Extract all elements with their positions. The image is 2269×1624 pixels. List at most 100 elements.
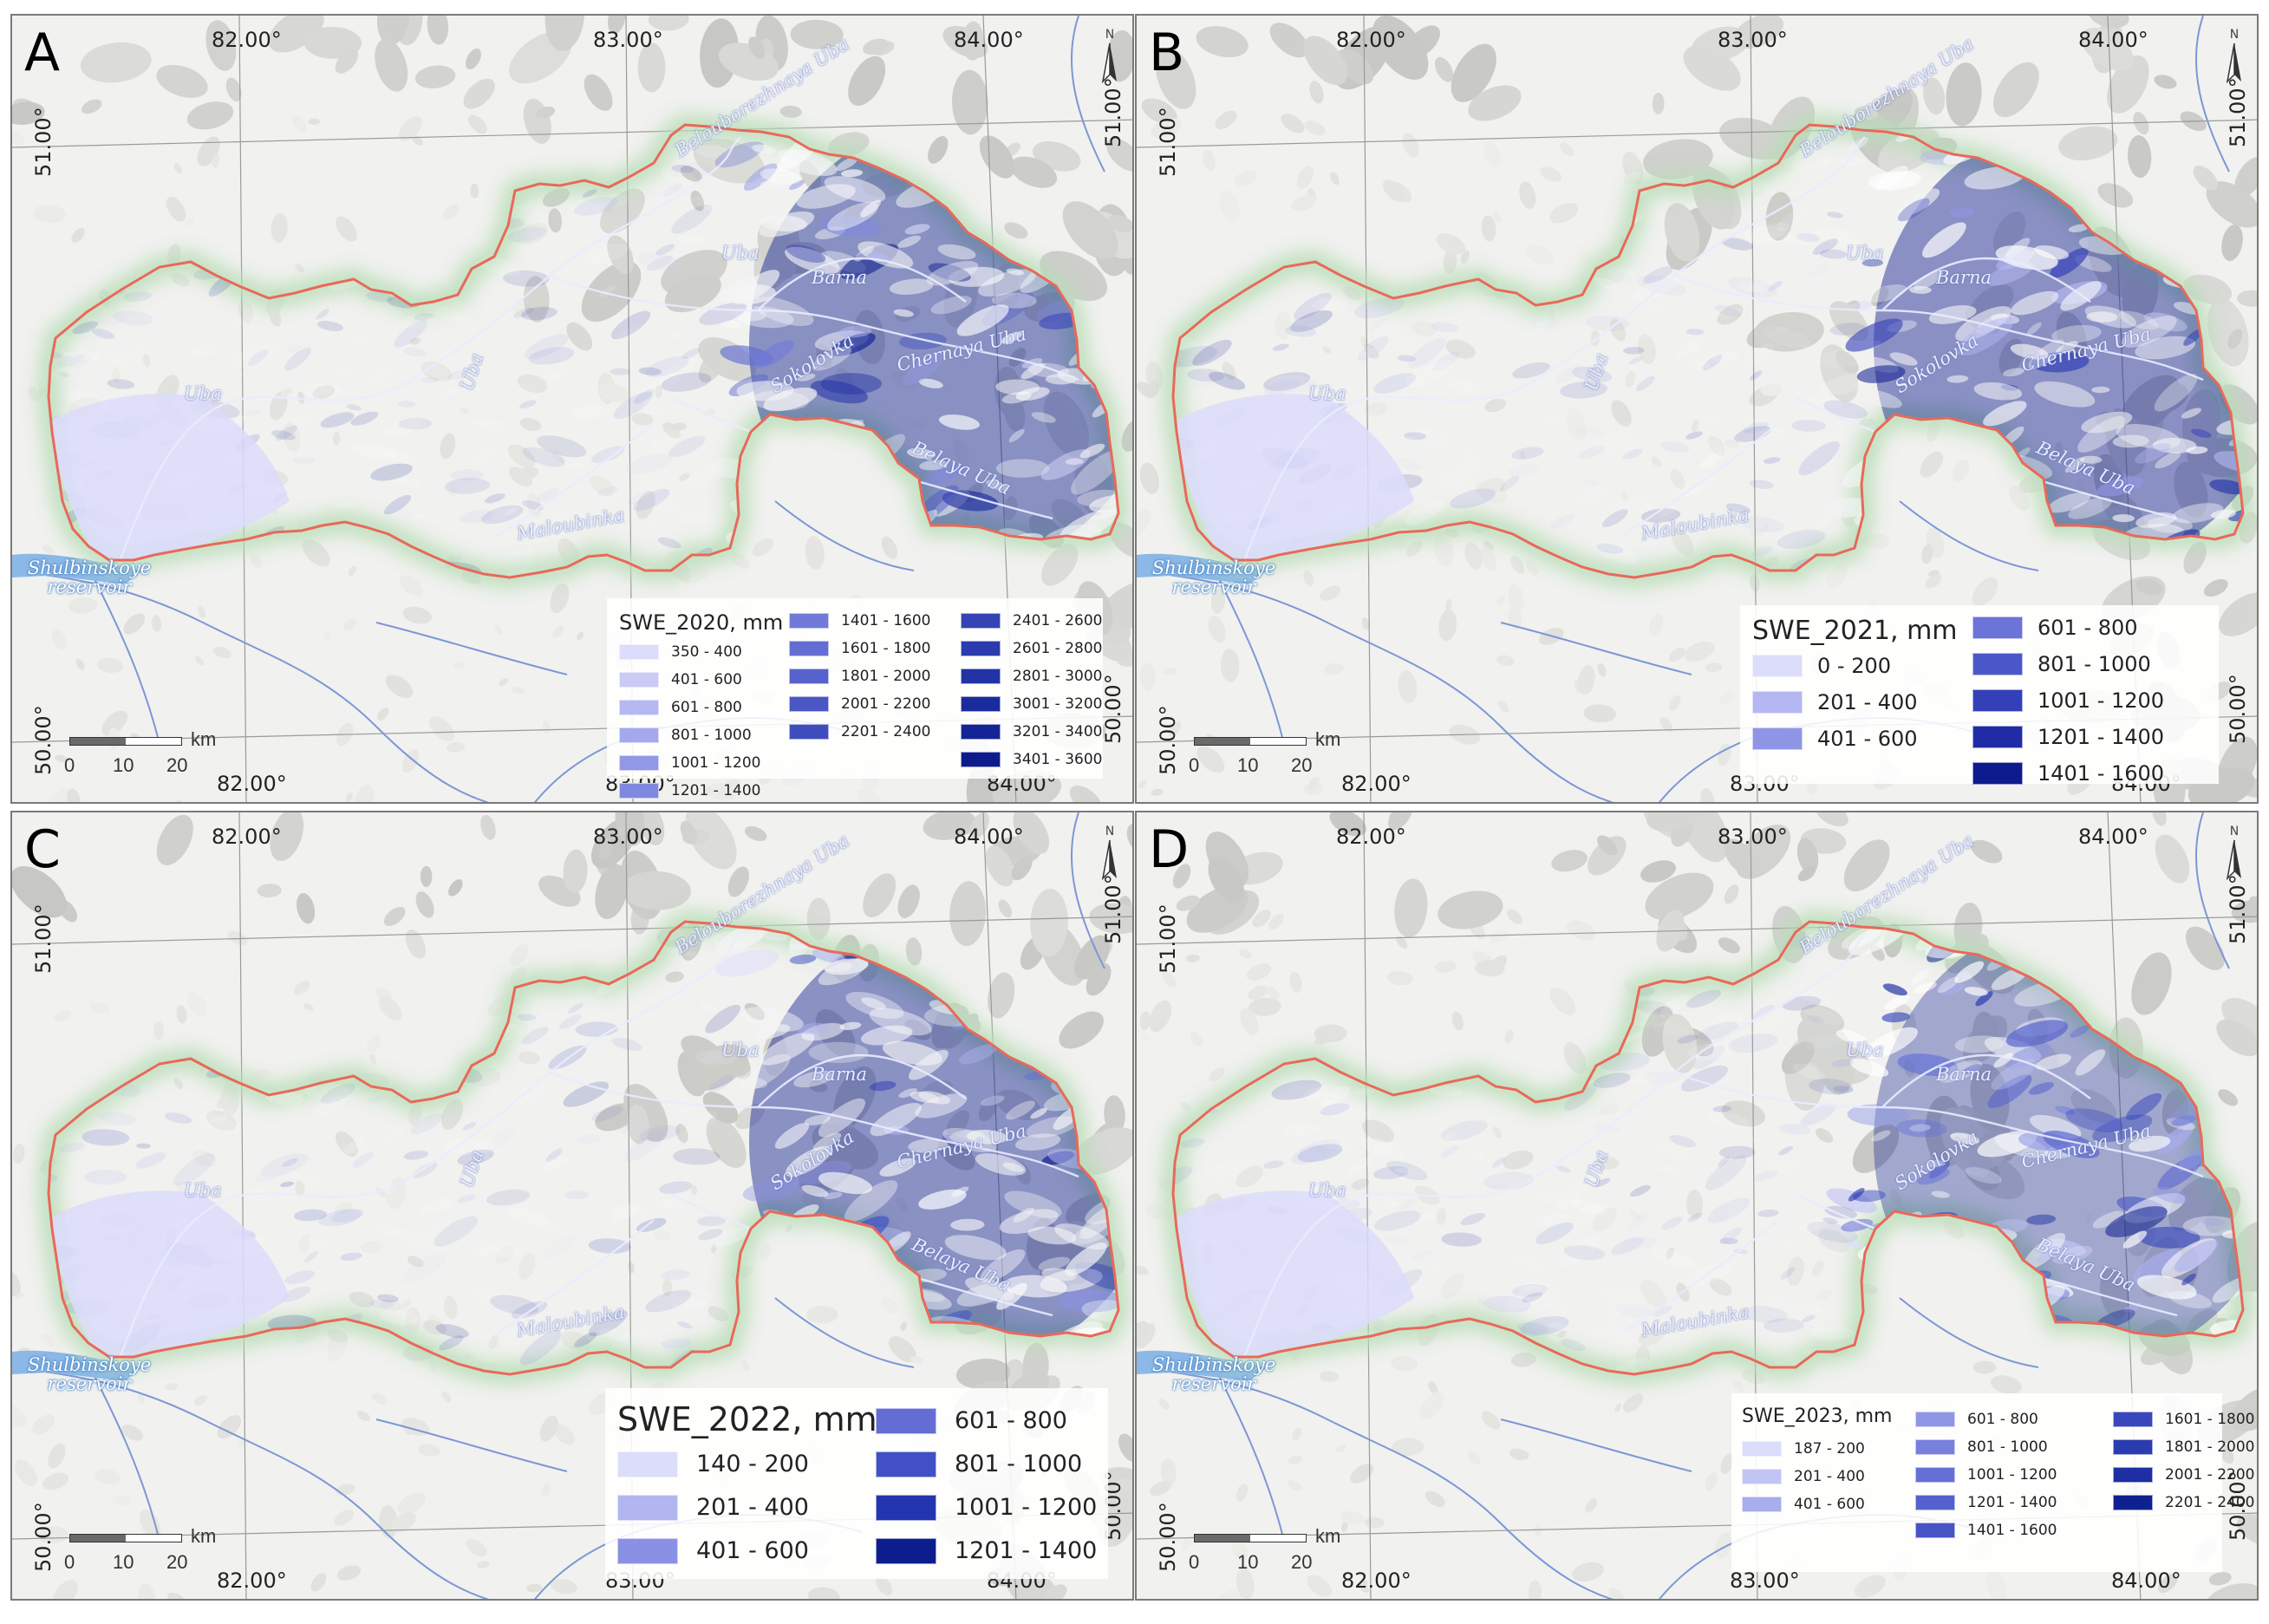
legend-item: 1201 - 1400 [1972,725,2164,749]
basin-boundary [47,123,1120,579]
reservoir-shape [1137,1350,1267,1381]
legend-label: 401 - 600 [671,671,742,688]
legend-label: 601 - 800 [955,1407,1067,1434]
legend: SWE_2020, mm 350 - 400 401 - 600 601 - 800 8… [607,598,1103,799]
river-label-barna: Barna [1936,1064,1992,1085]
lon-label-bottom-1: 82.00° [1341,772,1412,796]
legend-item: 1401 - 1600 [1915,1522,2057,1539]
basin-boundary [1171,920,2245,1376]
river-label-uba-north: Uba [721,1040,760,1060]
legend-label: 2201 - 2400 [841,723,931,740]
legend-title: SWE_2020, mm [619,610,784,635]
lon-label-top-3: 84.00° [2078,28,2148,52]
legend-item: 3001 - 3200 [961,695,1102,713]
lat-label-right-top: 51.00° [1101,77,1125,147]
legend-swatch [876,1451,936,1477]
legend-item: 2401 - 2600 [961,612,1102,629]
lon-label-bottom-2: 83.00° [1730,1569,1800,1593]
legend-label: 2601 - 2800 [1013,640,1103,657]
legend-item: 1201 - 1400 [619,782,760,799]
legend-swatch [961,752,1001,767]
scale-tick-0: 0 [64,1551,75,1573]
legend-label: 801 - 1000 [1967,1438,2048,1456]
map-panel-d: D 82.00° 83.00° 84.00° 82.00° 83.00° 84.… [1135,811,2259,1601]
legend-item: 601 - 800 [1915,1411,2038,1428]
legend: SWE_2022, mm 140 - 200 201 - 400 401 - 600 6… [605,1388,1108,1579]
legend-swatch [789,613,829,629]
legend-swatch [619,783,659,799]
river-label-uba-north: Uba [721,243,760,264]
legend-title: SWE_2021, mm [1752,616,1958,646]
legend-swatch [617,1537,678,1564]
scale-tick-20: 20 [166,1551,188,1573]
scale-bar: km 0 10 20 [1180,728,1405,779]
legend-swatch [961,696,1001,712]
legend-item: 1601 - 1800 [2113,1411,2254,1428]
lat-label-right-top: 51.00° [1101,874,1125,944]
lon-label-top-2: 83.00° [1718,28,1788,52]
legend-item: 1001 - 1200 [876,1494,1097,1521]
legend-swatch [961,724,1001,740]
legend-label: 1201 - 1400 [955,1537,1098,1564]
north-letter: N [1105,825,1114,838]
lat-label-left-top: 51.00° [31,903,55,974]
legend-label: 401 - 600 [1817,727,1918,751]
legend-label: 201 - 400 [1817,690,1918,714]
legend-item: 401 - 600 [619,671,742,688]
reservoir-label: Shulbinskoye reservoir [1151,558,1276,597]
north-arrow-icon: N [2226,825,2241,881]
legend-label: 2001 - 2200 [841,695,931,713]
legend-label: 1601 - 1800 [841,640,931,657]
river-label-uba-north: Uba [1846,243,1884,264]
lat-label-left-bottom: 50.00° [1156,705,1180,775]
legend-label: 3401 - 3600 [1013,751,1103,768]
river-label-uba-west: Uba [184,383,222,404]
map-panel-a: A 82.00° 83.00° 84.00° 82.00° 83.00° 84.… [10,14,1134,804]
lat-label-left-top: 51.00° [1156,903,1180,974]
legend-item: 140 - 200 [617,1451,809,1477]
legend-item: 201 - 400 [617,1494,809,1521]
legend-swatch [619,755,659,771]
scale-tick-10: 10 [113,754,134,776]
legend-item: 2201 - 2400 [789,723,930,740]
legend-swatch [1972,653,2023,675]
legend-swatch [1752,727,1803,750]
scale-tick-10: 10 [1237,754,1259,776]
legend-item: 1801 - 2000 [2113,1438,2254,1456]
scale-bar-unit: km [1315,1525,1341,1547]
legend-label: 140 - 200 [696,1451,809,1477]
scale-bar: km 0 10 20 [55,728,281,779]
lon-label-top-3: 84.00° [954,825,1024,849]
legend-swatch [2113,1412,2153,1427]
legend-swatch [1915,1412,1955,1427]
legend-item: 401 - 600 [1752,727,1918,751]
legend-label: 1601 - 1800 [2165,1411,2255,1428]
legend-swatch [789,696,829,712]
legend-item: 1001 - 1200 [1915,1466,2057,1484]
scale-bar-graphic [1194,737,1307,746]
legend-label: 1001 - 1200 [671,754,761,772]
legend: SWE_2021, mm 0 - 200 201 - 400 401 - 600 601… [1740,605,2219,786]
lon-label-top-2: 83.00° [593,28,663,52]
north-letter: N [2230,825,2239,838]
legend-swatch [1972,616,2023,639]
scale-tick-0: 0 [1189,1551,1200,1573]
legend-label: 3001 - 3200 [1013,695,1103,713]
river-label-barna: Barna [1936,267,1992,288]
reservoir-label: Shulbinskoye reservoir [27,1354,152,1394]
legend-swatch [876,1494,936,1521]
basin-boundary [1171,123,2245,579]
legend-item: 1201 - 1400 [876,1537,1097,1564]
legend-swatch [2113,1439,2153,1455]
rivers [12,812,1105,1599]
legend-swatch [961,613,1001,629]
lat-label-left-top: 51.00° [1156,107,1180,177]
legend-label: 2001 - 2200 [2165,1466,2255,1484]
legend-label: 1201 - 1400 [671,782,761,799]
legend-label: 401 - 600 [1794,1496,1865,1513]
legend-item: 401 - 600 [617,1537,809,1564]
lat-label-right-bottom: 50.00° [2226,674,2250,744]
legend: SWE_2023, mm 187 - 200 201 - 400 401 - 600 6… [1731,1393,2254,1572]
legend-label: 601 - 800 [671,699,742,716]
lon-label-top-2: 83.00° [1718,825,1788,849]
